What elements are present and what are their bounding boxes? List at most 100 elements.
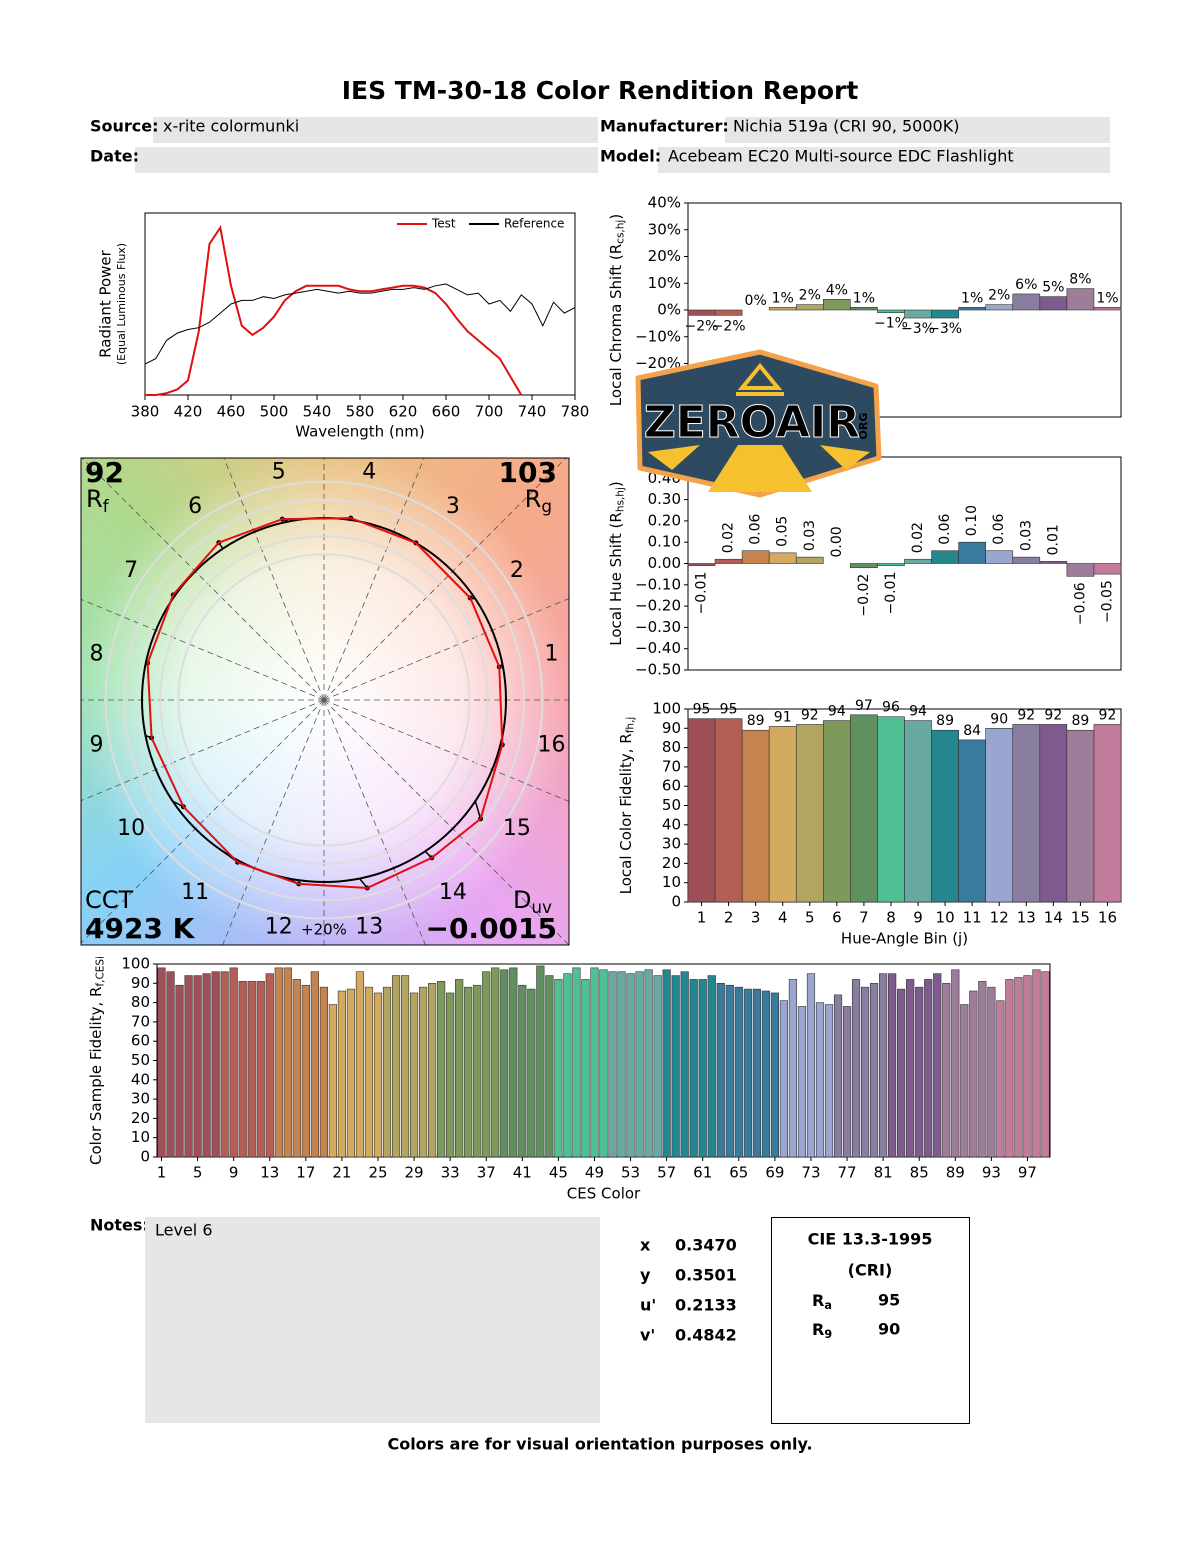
- bar: [1012, 724, 1041, 903]
- x-tick-label: 460: [217, 403, 246, 421]
- x-tick-label: 9: [913, 909, 923, 927]
- chromaticity-label: v': [640, 1326, 655, 1345]
- bar: [931, 550, 959, 564]
- bar: [795, 724, 824, 903]
- value-label: 92: [1017, 707, 1035, 723]
- value-label: −0.05: [1099, 580, 1115, 623]
- notes-text: Level 6: [155, 1221, 213, 1240]
- y-tick-label: 30: [662, 835, 681, 853]
- y-axis-label-part: cs,hj: [615, 220, 627, 244]
- x-tick-label: 10: [936, 909, 955, 927]
- x-tick-label: 37: [477, 1164, 496, 1182]
- bar: [1032, 969, 1041, 1158]
- value-label: 0.05: [775, 516, 791, 547]
- value-label: 1%: [1096, 290, 1118, 306]
- field-box: [725, 117, 1110, 143]
- field-value: x-rite colormunki: [163, 117, 299, 136]
- value-label: 0.02: [721, 522, 737, 553]
- y-axis-label-part: hs,hj: [615, 487, 627, 512]
- field-box: [135, 147, 598, 173]
- value-label: 90: [990, 711, 1008, 727]
- y-tick-label: 10: [662, 873, 681, 891]
- bar: [274, 967, 283, 1158]
- bar: [554, 979, 563, 1158]
- rf-label-part: R: [86, 485, 103, 513]
- y-tick-label: 0: [140, 1148, 150, 1166]
- x-tick-label: 81: [874, 1164, 893, 1182]
- bar: [184, 975, 193, 1158]
- bar: [915, 986, 924, 1158]
- plot-frame: [144, 212, 576, 396]
- bar: [175, 984, 184, 1158]
- x-tick-label: 740: [518, 403, 547, 421]
- bin-label: 14: [439, 880, 467, 905]
- field-label: Manufacturer:: [600, 117, 729, 136]
- bar: [960, 1004, 969, 1158]
- y-axis-label-part: f,CESi: [95, 956, 107, 987]
- value-label: 0.06: [937, 513, 953, 544]
- y-axis-label: Local Hue Shift (Rhs,hj): [607, 481, 627, 645]
- bar: [473, 984, 482, 1158]
- y-tick-label: 60: [131, 1032, 150, 1050]
- bin-label: 10: [117, 816, 145, 841]
- bar: [518, 984, 527, 1158]
- bar: [860, 986, 870, 1158]
- x-axis-label: CES Color: [567, 1185, 641, 1203]
- cri-ra-label-part: R: [812, 1291, 824, 1310]
- bar: [815, 1002, 825, 1158]
- bar: [942, 982, 951, 1158]
- x-tick-label: 73: [801, 1164, 820, 1182]
- x-tick-label: 17: [296, 1164, 315, 1182]
- x-tick-label: 11: [963, 909, 982, 927]
- value-label: 0.03: [802, 520, 818, 551]
- x-tick-label: 57: [657, 1164, 676, 1182]
- y-tick-label: 0: [671, 893, 681, 911]
- y-tick-label: 30: [131, 1090, 150, 1108]
- x-tick-label: 69: [765, 1164, 784, 1182]
- rf-label-part: f: [103, 496, 110, 516]
- bar: [437, 981, 446, 1158]
- cct-label: CCT: [85, 886, 134, 914]
- bar: [491, 967, 500, 1158]
- y-tick-label: −0.40: [635, 639, 681, 657]
- logo-road: [708, 445, 812, 492]
- bin-label: 7: [124, 558, 138, 583]
- bin-label: 16: [538, 732, 566, 757]
- bar: [985, 550, 1014, 564]
- bar: [877, 563, 905, 566]
- y-tick-label: 70: [131, 1012, 150, 1030]
- x-tick-label: 5: [193, 1164, 203, 1182]
- bar: [608, 971, 617, 1158]
- bar: [969, 990, 978, 1158]
- notes-label: Notes:: [90, 1216, 149, 1235]
- bar: [714, 309, 743, 316]
- x-tick-label: 53: [621, 1164, 640, 1182]
- y-tick-label: 0.10: [648, 533, 681, 551]
- rf-value: 92: [85, 456, 124, 489]
- test-polygon: [146, 517, 504, 890]
- x-tick-label: 380: [131, 403, 160, 421]
- cct-value: 4923 K: [85, 912, 196, 945]
- x-tick-label: 49: [585, 1164, 604, 1182]
- cri-r9-label-part: R: [812, 1320, 824, 1339]
- value-label: 91: [774, 709, 792, 725]
- value-label: 89: [747, 713, 765, 729]
- bar: [714, 558, 743, 564]
- cri-ra-label-part: a: [824, 1299, 832, 1312]
- bar: [1023, 975, 1032, 1158]
- bar: [310, 971, 319, 1158]
- bar: [958, 307, 986, 311]
- y-tick-label: 80: [662, 738, 681, 756]
- bar: [545, 975, 554, 1158]
- y-axis-label-part: Local Chroma Shift (R: [607, 244, 625, 406]
- value-label: 92: [1044, 707, 1062, 723]
- bar: [904, 558, 932, 564]
- bar: [1039, 561, 1068, 564]
- bar: [536, 965, 545, 1158]
- bar: [464, 986, 473, 1158]
- y-tick-label: 0.20: [648, 511, 681, 529]
- bar: [985, 304, 1014, 311]
- bar: [428, 982, 437, 1158]
